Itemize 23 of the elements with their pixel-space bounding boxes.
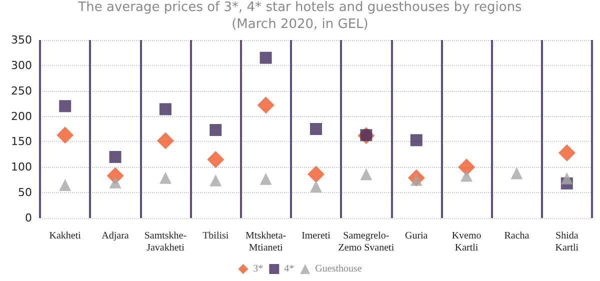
- legend-label: Guesthouse: [315, 264, 362, 274]
- y-tick-label: 50: [18, 186, 32, 200]
- chart-title: The average prices of 3*, 4* star hotels and guesthouses by regions (March 2020, in GEL): [77, 0, 522, 32]
- y-tick-label: 250: [11, 84, 32, 98]
- x-tick-label: Mtskheta- Mtianeti: [246, 230, 286, 254]
- x-tick-label: Samegrelo- Zemo Svaneti: [338, 230, 394, 254]
- y-tick-label: 100: [11, 160, 32, 174]
- x-tick-label: Adjara: [102, 230, 130, 242]
- legend-label: 3*: [253, 264, 264, 274]
- y-tick-label: 0: [25, 212, 32, 224]
- x-tick-label: Tbilisi: [202, 230, 229, 242]
- x-tick-label: Racha: [504, 230, 530, 242]
- x-tick-label: Kakheti: [49, 230, 82, 242]
- y-tick-label: 300: [11, 58, 32, 72]
- x-tick-label: Samtskhe- Javakheti: [144, 230, 187, 254]
- x-tick-label: Imereti: [302, 230, 331, 242]
- y-tick-label: 200: [11, 110, 32, 123]
- y-tick-label: 150: [11, 135, 32, 148]
- y-tick-label: 350: [11, 34, 32, 46]
- x-tick-label: Kvemo Kartli: [452, 230, 482, 254]
- legend-label: 4*: [284, 264, 294, 274]
- x-tick-label: Guria: [404, 230, 428, 242]
- x-tick-label: Shida Kartli: [555, 230, 579, 254]
